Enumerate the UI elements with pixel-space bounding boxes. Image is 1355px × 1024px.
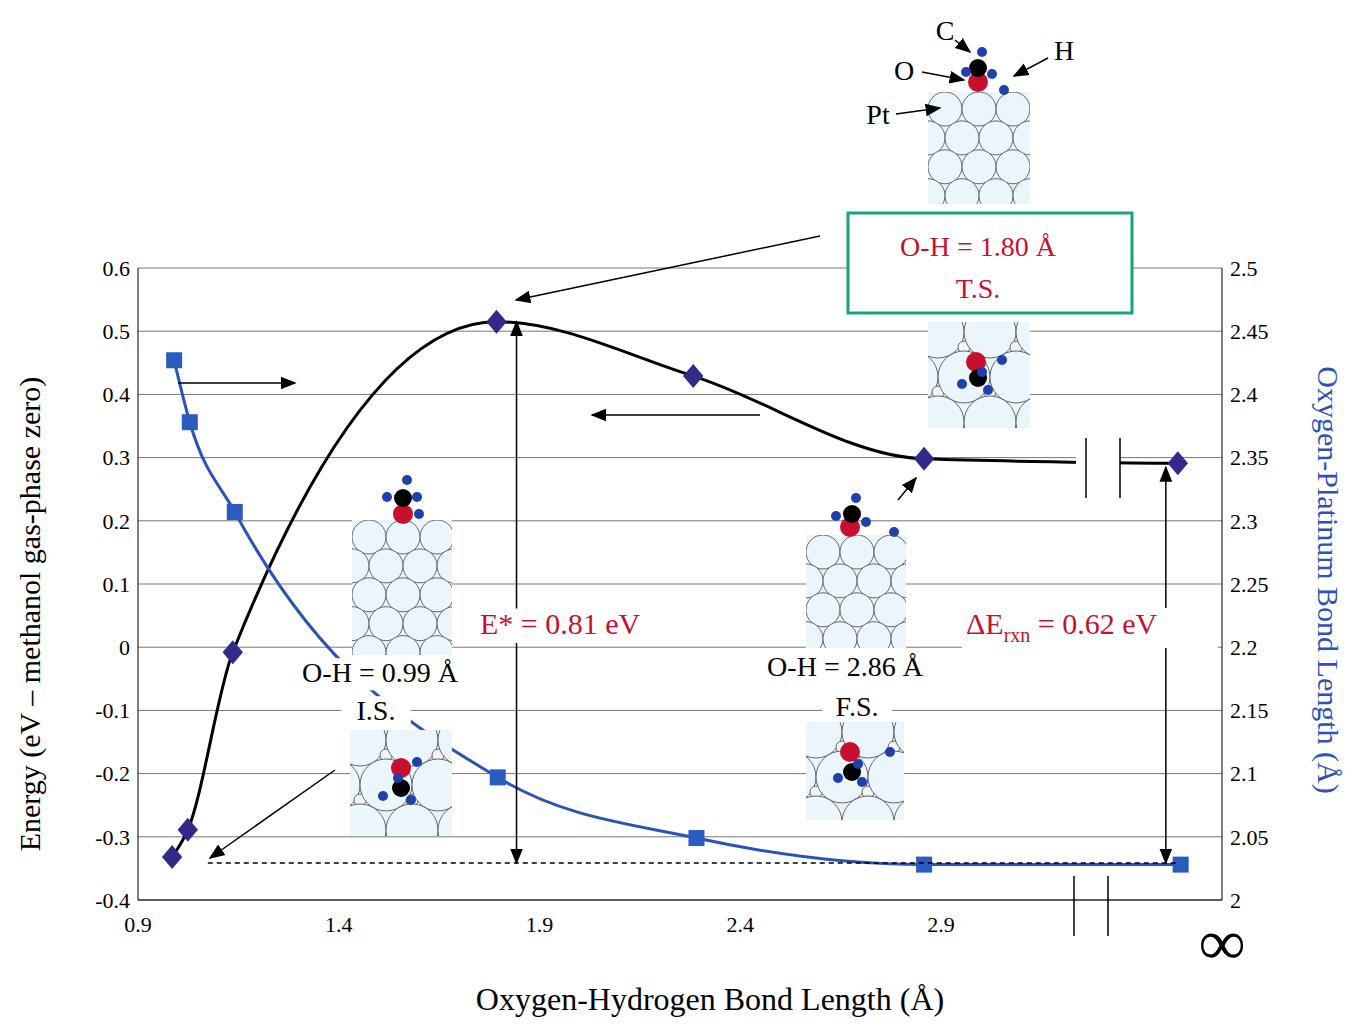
svg-text:2.4: 2.4 bbox=[726, 912, 754, 937]
svg-text:O-H = 0.99 Å: O-H = 0.99 Å bbox=[302, 657, 459, 688]
svg-text:2.05: 2.05 bbox=[1230, 825, 1269, 850]
svg-text:2.1: 2.1 bbox=[1230, 761, 1258, 786]
svg-text:2.9: 2.9 bbox=[927, 912, 955, 937]
svg-text:O-H = 1.80 Å: O-H = 1.80 Å bbox=[900, 231, 1057, 262]
svg-text:2.35: 2.35 bbox=[1230, 445, 1269, 470]
svg-text:1.9: 1.9 bbox=[526, 912, 554, 937]
svg-text:H: H bbox=[1054, 35, 1074, 66]
svg-text:1.4: 1.4 bbox=[325, 912, 353, 937]
svg-text:0.9: 0.9 bbox=[124, 912, 152, 937]
svg-text:Pt: Pt bbox=[866, 99, 890, 130]
svg-text:0.6: 0.6 bbox=[103, 256, 131, 281]
svg-text:2.3: 2.3 bbox=[1230, 509, 1258, 534]
svg-text:2.5: 2.5 bbox=[1230, 256, 1258, 281]
svg-text:0.4: 0.4 bbox=[103, 382, 131, 407]
svg-text:-0.1: -0.1 bbox=[95, 698, 130, 723]
svg-text:2: 2 bbox=[1230, 888, 1241, 913]
svg-text:I.S.: I.S. bbox=[357, 695, 396, 726]
svg-text:-0.4: -0.4 bbox=[95, 888, 130, 913]
svg-text:Oxygen-Platinum Bond Length (Å: Oxygen-Platinum Bond Length (Å) bbox=[1311, 366, 1345, 793]
svg-text:2.2: 2.2 bbox=[1230, 635, 1258, 660]
svg-text:2.25: 2.25 bbox=[1230, 572, 1269, 597]
svg-text:∞: ∞ bbox=[1199, 907, 1245, 978]
svg-text:O: O bbox=[894, 55, 914, 86]
svg-text:-0.2: -0.2 bbox=[95, 761, 130, 786]
svg-text:-0.3: -0.3 bbox=[95, 825, 130, 850]
svg-text:0.1: 0.1 bbox=[103, 572, 131, 597]
svg-text:Energy (eV – methanol gas-phas: Energy (eV – methanol gas-phase zero) bbox=[13, 377, 47, 852]
svg-text:2.45: 2.45 bbox=[1230, 319, 1269, 344]
svg-text:0.2: 0.2 bbox=[103, 509, 131, 534]
svg-text:C: C bbox=[936, 15, 955, 46]
svg-text:0.5: 0.5 bbox=[103, 319, 131, 344]
svg-text:ΔErxn = 0.62 eV: ΔErxn = 0.62 eV bbox=[966, 607, 1158, 646]
svg-text:2.4: 2.4 bbox=[1230, 382, 1258, 407]
svg-text:O-H = 2.86 Å: O-H = 2.86 Å bbox=[767, 651, 924, 682]
svg-text:E* = 0.81 eV: E* = 0.81 eV bbox=[480, 607, 641, 640]
svg-text:Oxygen-Hydrogen Bond Length (Å: Oxygen-Hydrogen Bond Length (Å) bbox=[476, 981, 944, 1017]
svg-text:0: 0 bbox=[119, 635, 130, 660]
svg-text:T.S.: T.S. bbox=[956, 273, 1001, 304]
svg-text:0.3: 0.3 bbox=[103, 445, 131, 470]
svg-text:F.S.: F.S. bbox=[836, 691, 879, 722]
svg-text:2.15: 2.15 bbox=[1230, 698, 1269, 723]
